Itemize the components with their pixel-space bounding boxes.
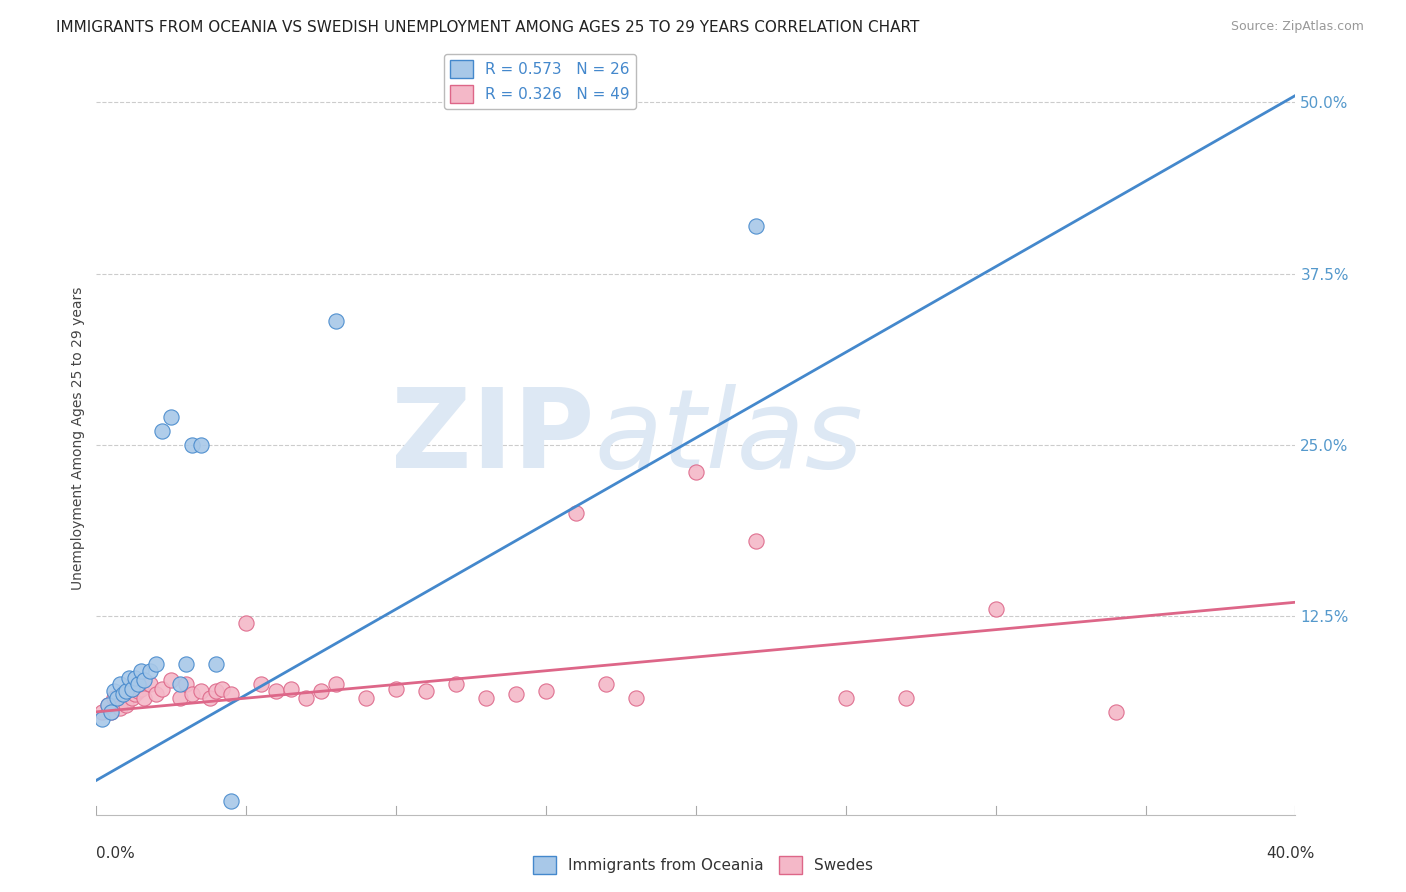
Point [100, 705, 122, 719]
Point [219, 687, 242, 701]
Point [565, 506, 588, 520]
Point [150, 681, 173, 696]
Point [190, 438, 212, 452]
Point [97, 698, 120, 712]
Point [112, 687, 135, 701]
Point [984, 602, 1007, 616]
Point [250, 677, 273, 691]
Point [1104, 705, 1126, 719]
Point [91, 705, 114, 719]
Point [115, 698, 138, 712]
Point [110, 677, 132, 691]
Point [160, 410, 183, 425]
Legend: Immigrants from Oceania, Swedes: Immigrants from Oceania, Swedes [527, 850, 879, 880]
Point [309, 684, 332, 698]
Point [174, 677, 197, 691]
Point [118, 671, 141, 685]
Point [100, 705, 122, 719]
Point [181, 687, 204, 701]
Point [235, 615, 257, 630]
Point [139, 664, 162, 678]
Point [205, 684, 228, 698]
Point [685, 465, 707, 479]
Point [745, 219, 768, 233]
Point [534, 684, 557, 698]
Point [325, 677, 347, 691]
Point [295, 691, 318, 706]
Point [160, 673, 183, 688]
Text: Source: ZipAtlas.com: Source: ZipAtlas.com [1230, 20, 1364, 33]
Point [124, 687, 146, 701]
Point [415, 684, 437, 698]
Point [103, 691, 125, 706]
Point [145, 657, 167, 671]
Text: 0.0%: 0.0% [96, 846, 135, 861]
Point [264, 684, 287, 698]
Point [174, 657, 197, 671]
Point [131, 664, 153, 678]
Point [505, 687, 527, 701]
Point [110, 700, 132, 714]
Point [385, 681, 408, 696]
Point [105, 691, 128, 706]
Point [127, 677, 149, 691]
Point [894, 691, 917, 706]
Point [115, 684, 138, 698]
Point [325, 314, 347, 328]
Point [118, 684, 141, 698]
Point [181, 438, 204, 452]
Point [745, 533, 768, 548]
Point [124, 671, 146, 685]
Point [150, 424, 173, 438]
Point [121, 681, 143, 696]
Point [835, 691, 858, 706]
Point [624, 691, 647, 706]
Point [145, 687, 167, 701]
Point [219, 794, 242, 808]
Point [134, 673, 156, 688]
Point [444, 677, 467, 691]
Point [475, 691, 498, 706]
Y-axis label: Unemployment Among Ages 25 to 29 years: Unemployment Among Ages 25 to 29 years [72, 286, 86, 590]
Point [91, 712, 114, 726]
Point [205, 657, 228, 671]
Point [354, 691, 377, 706]
Point [131, 681, 153, 696]
Point [112, 687, 135, 701]
Point [211, 681, 233, 696]
Point [200, 691, 222, 706]
Point [169, 691, 191, 706]
Text: IMMIGRANTS FROM OCEANIA VS SWEDISH UNEMPLOYMENT AMONG AGES 25 TO 29 YEARS CORREL: IMMIGRANTS FROM OCEANIA VS SWEDISH UNEMP… [56, 20, 920, 35]
Point [97, 698, 120, 712]
Text: 40.0%: 40.0% [1267, 846, 1315, 861]
Point [139, 677, 162, 691]
Point [134, 691, 156, 706]
Legend: R = 0.573   N = 26, R = 0.326   N = 49: R = 0.573 N = 26, R = 0.326 N = 49 [444, 54, 636, 109]
Point [169, 677, 191, 691]
Point [127, 684, 149, 698]
Point [190, 684, 212, 698]
Point [105, 695, 128, 709]
Point [121, 691, 143, 706]
Point [103, 684, 125, 698]
Text: atlas: atlas [593, 384, 863, 491]
Point [280, 681, 302, 696]
Point [595, 677, 617, 691]
Text: ZIP: ZIP [391, 384, 593, 491]
